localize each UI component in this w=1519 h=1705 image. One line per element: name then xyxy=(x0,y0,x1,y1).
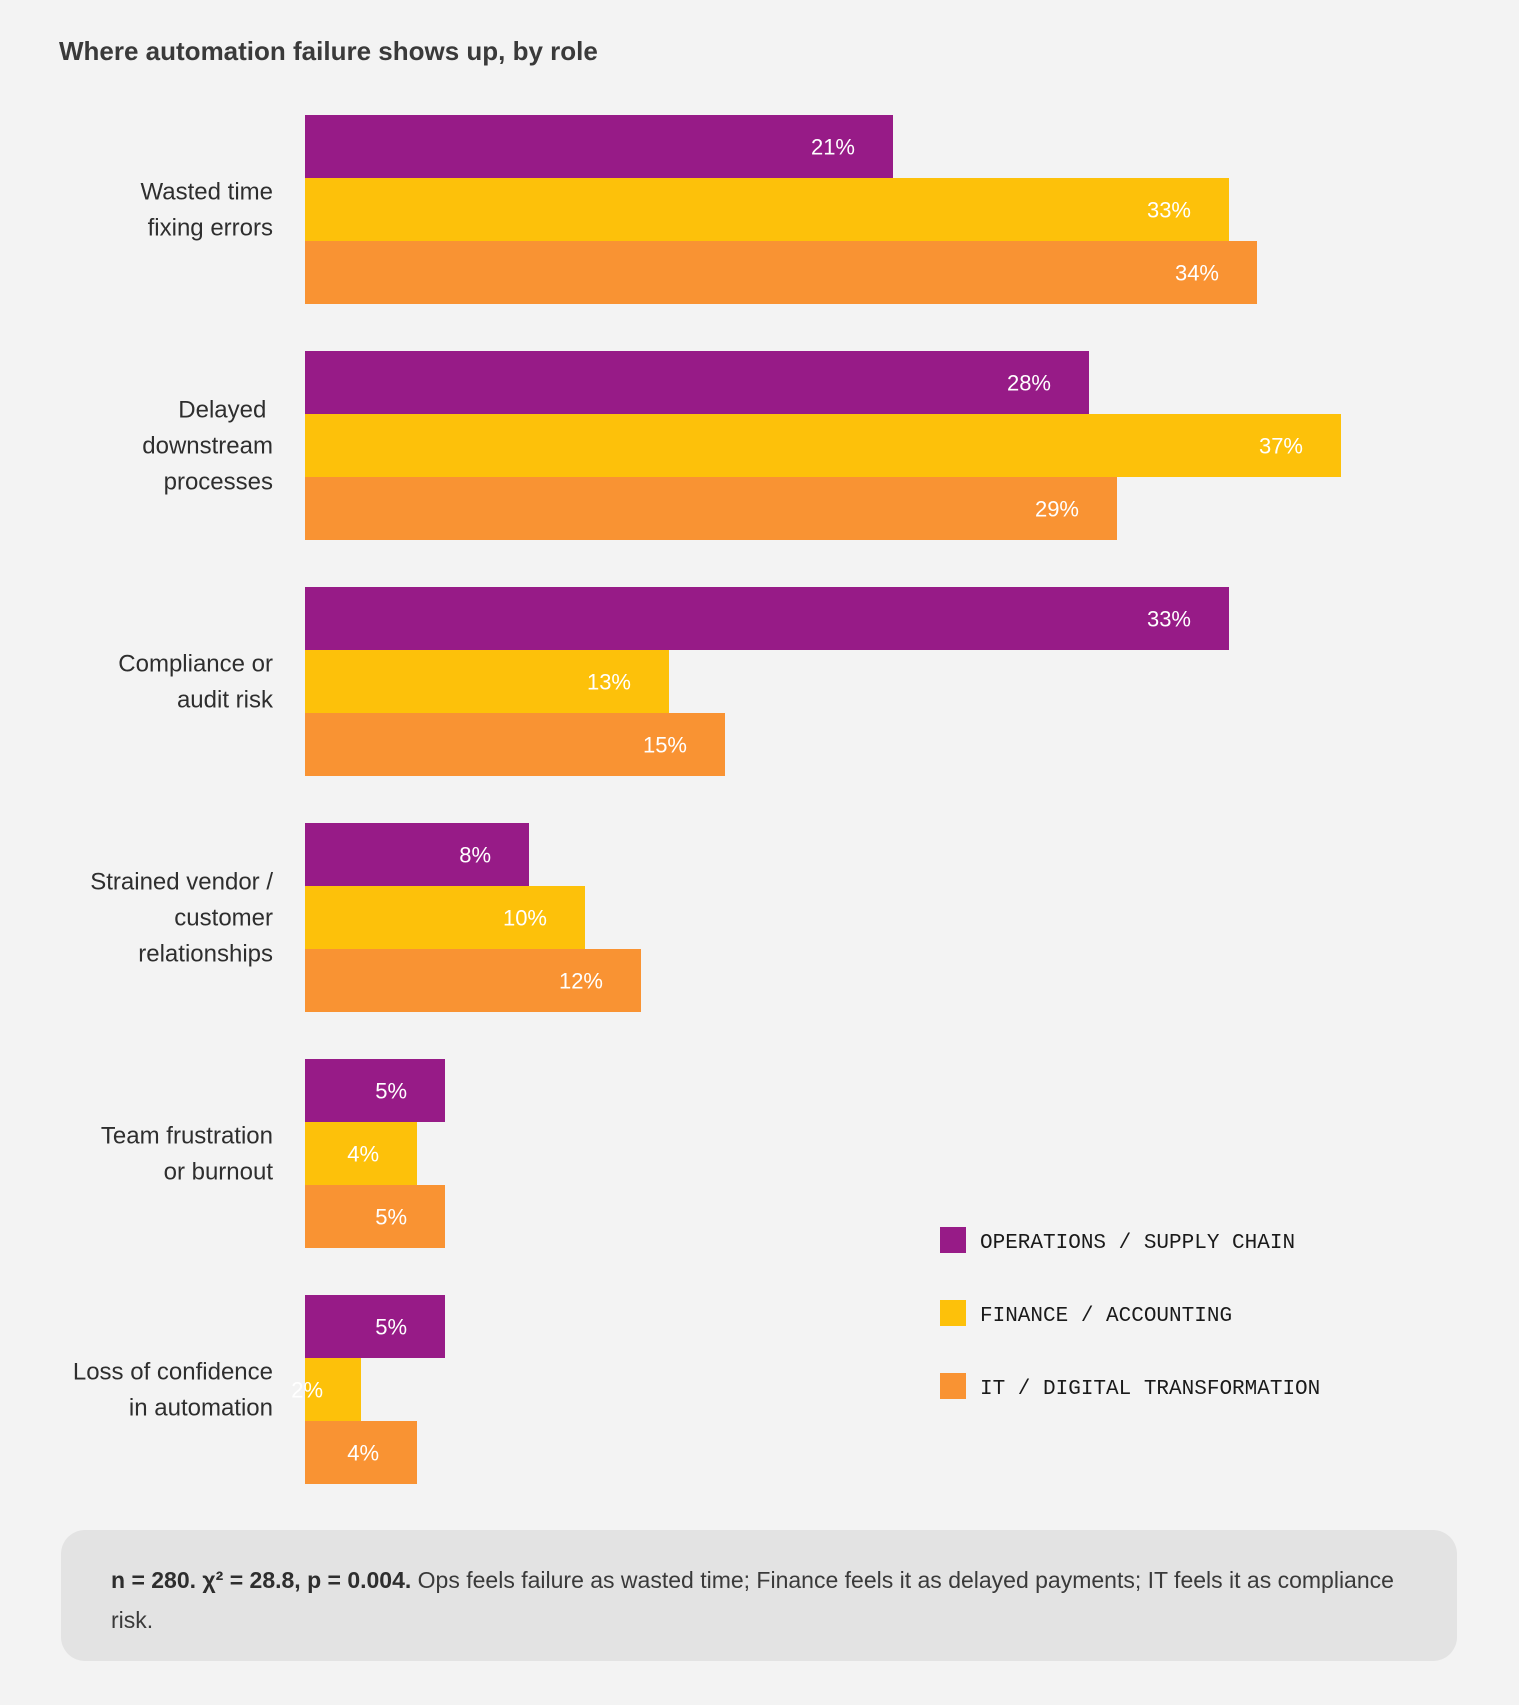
legend-swatch xyxy=(940,1227,966,1253)
bar xyxy=(305,1421,417,1484)
bar xyxy=(305,477,1117,540)
legend-label: IT / DIGITAL TRANSFORMATION xyxy=(980,1378,1320,1401)
bar-value-label: 5% xyxy=(375,1205,407,1230)
bar xyxy=(305,241,1257,304)
category-label-line: Loss of confidence xyxy=(73,1359,273,1386)
bar-value-label: 5% xyxy=(375,1079,407,1104)
bar xyxy=(305,1358,361,1421)
legend-swatch xyxy=(940,1373,966,1399)
category-label: Loss of confidence in automation xyxy=(73,1359,273,1422)
bar xyxy=(305,115,893,178)
bar xyxy=(305,1295,445,1358)
category-label-line: fixing errors xyxy=(148,215,273,242)
bar-value-label: 15% xyxy=(643,733,687,758)
bar-value-label: 37% xyxy=(1259,434,1303,459)
bar xyxy=(305,713,725,776)
bar-value-label: 10% xyxy=(503,906,547,931)
category-label-line: downstream xyxy=(142,433,273,460)
category-label: Delayed downstream processes xyxy=(142,397,273,496)
bar xyxy=(305,1059,445,1122)
category-label: Team frustration or burnout xyxy=(101,1123,273,1186)
legend-label: FINANCE / ACCOUNTING xyxy=(980,1305,1232,1328)
bar-value-label: 33% xyxy=(1147,607,1191,632)
footnote-text: Ops feels failure as wasted time; Financ… xyxy=(111,1567,1394,1633)
bar-chart: Wasted time fixing errors 21% 33% 34% Delayed… xyxy=(73,115,1341,1484)
category-label-line: in automation xyxy=(129,1395,273,1422)
bar-value-label: 29% xyxy=(1035,497,1079,522)
bar-value-label: 8% xyxy=(459,843,491,868)
bar-value-label: 4% xyxy=(347,1441,379,1466)
bar xyxy=(305,178,1229,241)
bar xyxy=(305,587,1229,650)
category-label-line: Wasted time xyxy=(141,179,273,206)
category-label-line: customer xyxy=(174,905,273,932)
bars-layer: Wasted time fixing errors 21% 33% 34% Delayed… xyxy=(73,115,1341,1484)
bar-value-label: 5% xyxy=(375,1315,407,1340)
bar-value-label: 4% xyxy=(347,1142,379,1167)
bar xyxy=(305,351,1089,414)
category-label: Compliance or audit risk xyxy=(118,651,274,714)
category-label-line: audit risk xyxy=(177,687,274,714)
bar xyxy=(305,823,529,886)
category-label: Strained vendor / customer relationships xyxy=(90,869,273,968)
bar-value-label: 13% xyxy=(587,670,631,695)
category-label-line: Compliance or xyxy=(118,651,273,678)
category-label-line: Team frustration xyxy=(101,1123,273,1150)
footnote-stats: n = 280. χ² = 28.8, p = 0.004. xyxy=(111,1567,412,1593)
category-label-line: or burnout xyxy=(164,1159,274,1186)
category-label-line: Delayed xyxy=(178,397,273,424)
bar xyxy=(305,650,669,713)
category-label: Wasted time fixing errors xyxy=(141,179,273,242)
bar xyxy=(305,1185,445,1248)
bar-value-label: 12% xyxy=(559,969,603,994)
category-label-line: relationships xyxy=(138,941,273,968)
category-label-line: processes xyxy=(164,469,273,496)
legend-swatch xyxy=(940,1300,966,1326)
bar-value-label: 34% xyxy=(1175,261,1219,286)
footnote-box: n = 280. χ² = 28.8, p = 0.004. Ops feels… xyxy=(61,1530,1457,1661)
legend: OPERATIONS / SUPPLY CHAIN FINANCE / ACCOU… xyxy=(940,1227,1320,1401)
chart-title: Where automation failure shows up, by ro… xyxy=(59,36,598,66)
bar-value-label: 28% xyxy=(1007,371,1051,396)
bar-value-label: 2% xyxy=(291,1378,323,1403)
bar xyxy=(305,1122,417,1185)
bar xyxy=(305,949,641,1012)
category-label-line: Strained vendor / xyxy=(90,869,273,896)
bar xyxy=(305,886,585,949)
bar xyxy=(305,414,1341,477)
bar-value-label: 21% xyxy=(811,135,855,160)
legend-label: OPERATIONS / SUPPLY CHAIN xyxy=(980,1232,1295,1255)
bar-value-label: 33% xyxy=(1147,198,1191,223)
